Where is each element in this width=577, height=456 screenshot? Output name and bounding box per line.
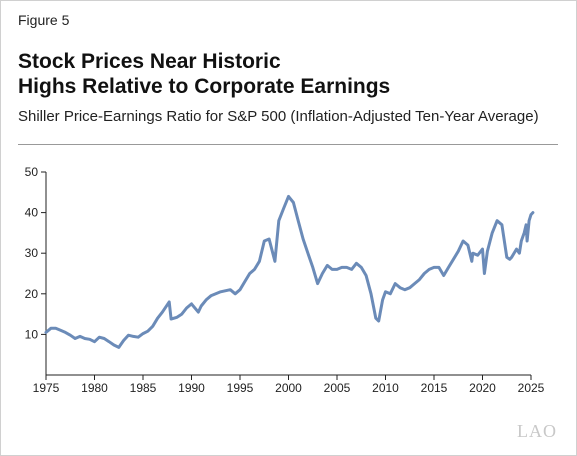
x-tick-label: 1995 <box>227 381 254 395</box>
x-tick-label: 2000 <box>275 381 302 395</box>
y-tick-label: 40 <box>25 206 39 220</box>
y-tick-label: 30 <box>25 246 39 260</box>
chart-title: Stock Prices Near Historic Highs Relativ… <box>18 49 558 99</box>
x-tick-label: 1980 <box>81 381 108 395</box>
x-tick-label: 1985 <box>130 381 157 395</box>
chart-subtitle: Shiller Price-Earnings Ratio for S&P 500… <box>18 108 539 125</box>
series-line-shiller-pe <box>44 194 535 349</box>
x-tick-label: 2010 <box>372 381 399 395</box>
x-tick-label: 1975 <box>33 381 60 395</box>
y-axis: 10 20 30 40 50 <box>25 165 47 375</box>
x-tick-label: 1990 <box>178 381 205 395</box>
x-axis: 1975 1980 1985 1990 1995 2000 2005 2010 2015 2020… <box>33 374 545 395</box>
x-tick-label: 2020 <box>469 381 496 395</box>
x-tick-label: 2015 <box>421 381 448 395</box>
y-tick-label: 10 <box>25 327 39 341</box>
y-tick-label: 20 <box>25 287 39 301</box>
chart-title-line-1: Stock Prices Near Historic <box>18 50 281 73</box>
chart-title-line-2: Highs Relative to Corporate Earnings <box>18 75 391 98</box>
lao-logo: LAO <box>517 421 557 441</box>
x-tick-label: 2005 <box>324 381 351 395</box>
x-tick-label: 2025 <box>518 381 545 395</box>
y-tick-label: 50 <box>25 165 39 179</box>
series-group <box>44 194 535 349</box>
line-chart: 10 20 30 40 50 1975 1980 1985 1990 1995 2000 2005 2… <box>25 165 545 395</box>
figure-label: Figure 5 <box>18 12 70 28</box>
header-divider <box>18 144 558 145</box>
